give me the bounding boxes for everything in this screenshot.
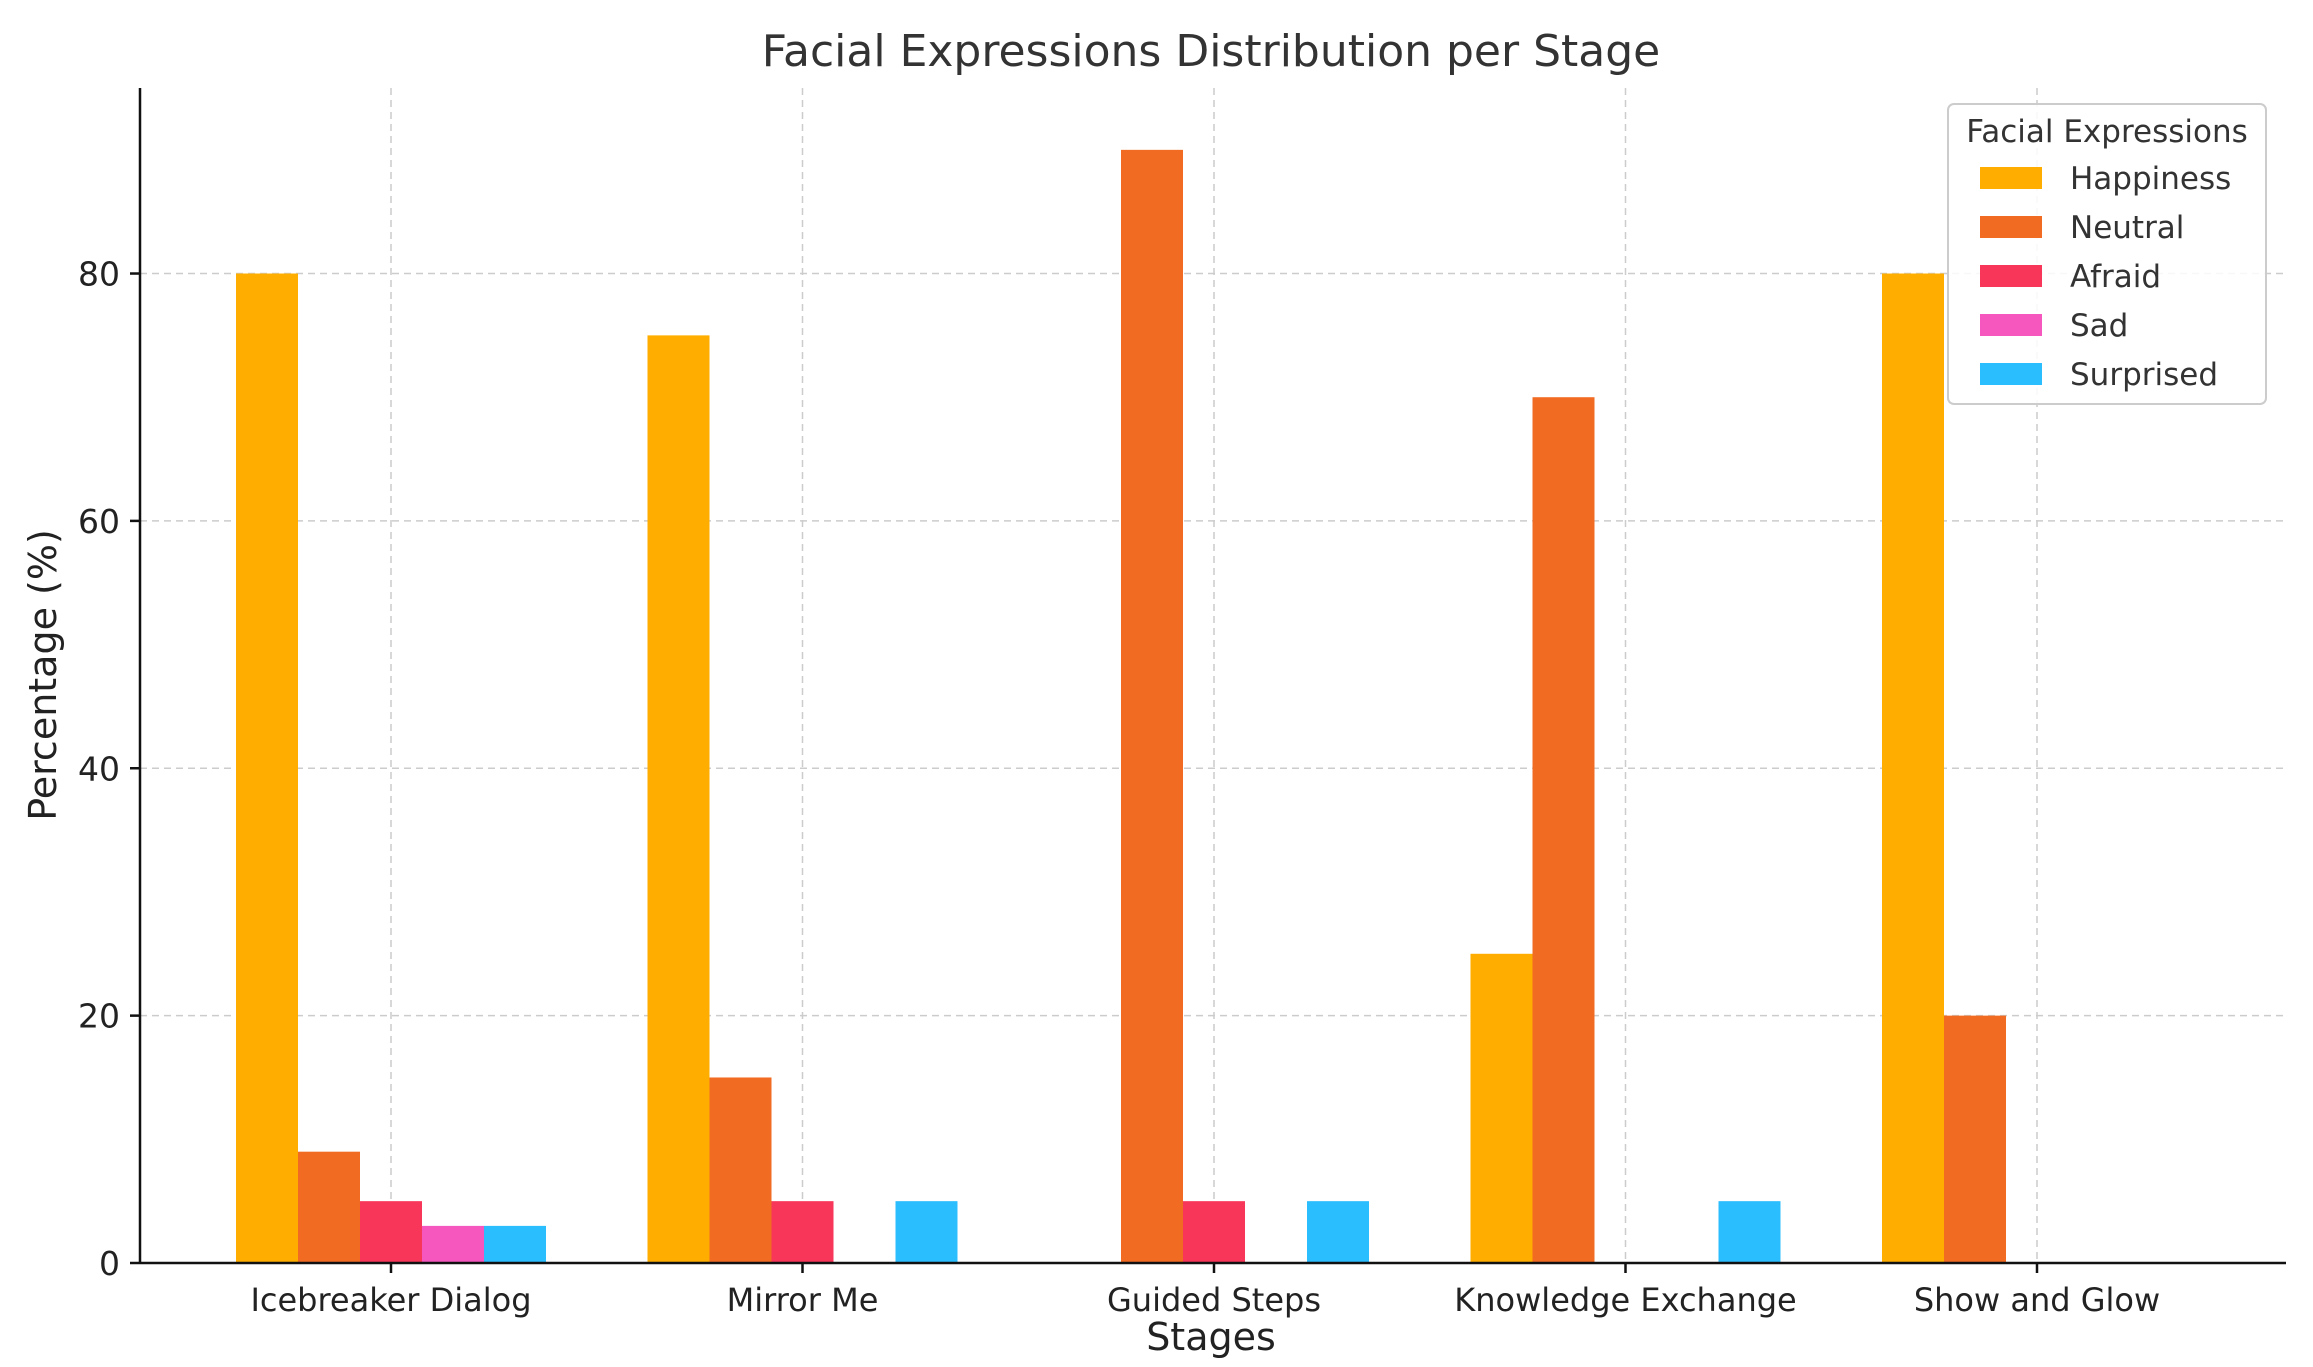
bar-sad-0 (422, 1225, 484, 1263)
bar-happiness-3 (1470, 953, 1533, 1263)
bar-surprised-1 (895, 1201, 958, 1263)
legend-swatch-afraid (1980, 265, 2042, 287)
bar-happiness-4 (1882, 273, 1944, 1263)
legend-swatch-happiness (1980, 167, 2042, 189)
legend-title: Facial Expressions (1966, 114, 2248, 150)
legend: Facial Expressions Happiness Neutral Afrai… (1947, 103, 2267, 405)
legend-label-sad: Sad (2070, 308, 2128, 344)
bar-surprised-3 (1718, 1201, 1781, 1263)
bar-neutral-0 (298, 1151, 360, 1263)
y-tick-label: 0 (99, 1244, 120, 1283)
y-tick-label: 80 (78, 255, 120, 294)
legend-label-surprised: Surprised (2070, 357, 2218, 393)
y-ticks: 0 20 40 60 80 (78, 255, 140, 1283)
legend-items: Happiness Neutral Afraid Sad Surprised (1980, 161, 2231, 393)
x-tick-label: Show and Glow (1914, 1281, 2160, 1319)
chart-title: Facial Expressions Distribution per Stag… (762, 26, 1660, 77)
legend-label-neutral: Neutral (2070, 210, 2184, 246)
bar-afraid-1 (771, 1201, 834, 1263)
bar-happiness-1 (647, 335, 710, 1263)
y-tick-label: 20 (78, 997, 120, 1036)
bar-afraid-2 (1183, 1201, 1245, 1263)
bar-surprised-2 (1307, 1201, 1369, 1263)
x-tick-label: Knowledge Exchange (1454, 1281, 1796, 1319)
bar-happiness-0 (236, 273, 298, 1263)
y-tick-label: 60 (78, 502, 120, 541)
bar-afraid-0 (360, 1201, 422, 1263)
bars-layer (236, 149, 2006, 1264)
x-tick-label: Guided Steps (1107, 1281, 1321, 1319)
legend-label-happiness: Happiness (2070, 161, 2231, 197)
y-tick-label: 40 (78, 749, 120, 788)
x-tick-label: Mirror Me (727, 1281, 879, 1319)
legend-swatch-sad (1980, 314, 2042, 336)
legend-label-afraid: Afraid (2070, 259, 2161, 295)
bar-neutral-2 (1121, 149, 1183, 1264)
x-axis-label: Stages (1146, 1315, 1276, 1359)
bar-neutral-3 (1532, 397, 1595, 1263)
bar-neutral-1 (709, 1077, 772, 1263)
bar-neutral-4 (1944, 1015, 2006, 1263)
bar-surprised-0 (484, 1225, 546, 1263)
x-tick-label: Icebreaker Dialog (250, 1281, 531, 1319)
legend-swatch-neutral (1980, 216, 2042, 238)
x-ticks: Icebreaker Dialog Mirror Me Guided Steps Kn… (250, 1263, 2160, 1319)
y-axis-label: Percentage (%) (21, 529, 65, 821)
legend-swatch-surprised (1980, 363, 2042, 385)
